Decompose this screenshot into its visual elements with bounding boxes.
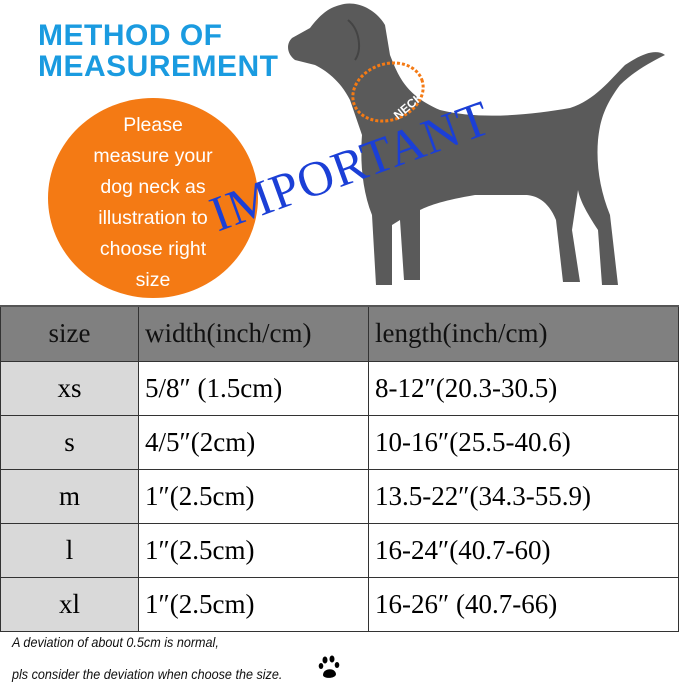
cell-length: 10-16″(25.5-40.6) bbox=[368, 414, 679, 470]
cell-size: m bbox=[0, 468, 139, 524]
instruction-line: illustration to bbox=[98, 207, 208, 229]
deviation-note: A deviation of about 0.5cm is normal, bbox=[12, 634, 219, 650]
cell-width: 1″(2.5cm) bbox=[138, 468, 369, 524]
cell-size: xl bbox=[0, 576, 139, 632]
cell-width: 1″(2.5cm) bbox=[138, 522, 369, 578]
instruction-line: Please bbox=[123, 114, 183, 136]
deviation-note: pls consider the deviation when choose t… bbox=[12, 666, 283, 682]
header-width: width(inch/cm) bbox=[138, 305, 369, 362]
instruction-line: dog neck as bbox=[100, 176, 206, 198]
cell-length: 13.5-22″(34.3-55.9) bbox=[368, 468, 679, 524]
title-line: MEASUREMENT bbox=[38, 50, 279, 83]
header-length: length(inch/cm) bbox=[368, 305, 679, 362]
neck-measure-ellipse bbox=[351, 61, 425, 123]
instruction-line: choose right bbox=[99, 238, 207, 260]
table-row: m 1″(2.5cm) 13.5-22″(34.3-55.9) bbox=[0, 468, 679, 524]
cell-width: 4/5″(2cm) bbox=[138, 414, 369, 470]
cell-length: 16-24″(40.7-60) bbox=[368, 522, 679, 578]
cell-size: s bbox=[0, 414, 139, 470]
instruction-circle: Please measure your dog neck as illustra… bbox=[48, 98, 258, 298]
dog-silhouette bbox=[288, 3, 665, 286]
header-size: size bbox=[0, 305, 139, 362]
cell-length: 16-26″ (40.7-66) bbox=[368, 576, 679, 632]
title-line: METHOD OF bbox=[38, 19, 223, 52]
cell-size: l bbox=[0, 522, 139, 578]
dog-ear bbox=[347, 19, 361, 61]
cell-width: 1″(2.5cm) bbox=[138, 576, 369, 632]
table-row: xl 1″(2.5cm) 16-26″ (40.7-66) bbox=[0, 576, 679, 632]
size-chart: size width(inch/cm) length(inch/cm) xs 5/… bbox=[0, 305, 679, 632]
instruction-line: size bbox=[135, 269, 171, 291]
table-row: s 4/5″(2cm) 10-16″(25.5-40.6) bbox=[0, 414, 679, 470]
table-row: xs 5/8″ (1.5cm) 8-12″(20.3-30.5) bbox=[0, 360, 679, 416]
instruction-line: measure your bbox=[93, 145, 213, 167]
table-row: l 1″(2.5cm) 16-24″(40.7-60) bbox=[0, 522, 679, 578]
cell-length: 8-12″(20.3-30.5) bbox=[368, 360, 679, 416]
page-title: METHOD OF MEASUREMENT bbox=[38, 20, 279, 82]
paw-icon bbox=[318, 655, 340, 678]
table-header: size width(inch/cm) length(inch/cm) bbox=[0, 305, 679, 362]
dog-illustration: NECK bbox=[288, 3, 665, 286]
cell-width: 5/8″ (1.5cm) bbox=[138, 360, 369, 416]
cell-size: xs bbox=[0, 360, 139, 416]
